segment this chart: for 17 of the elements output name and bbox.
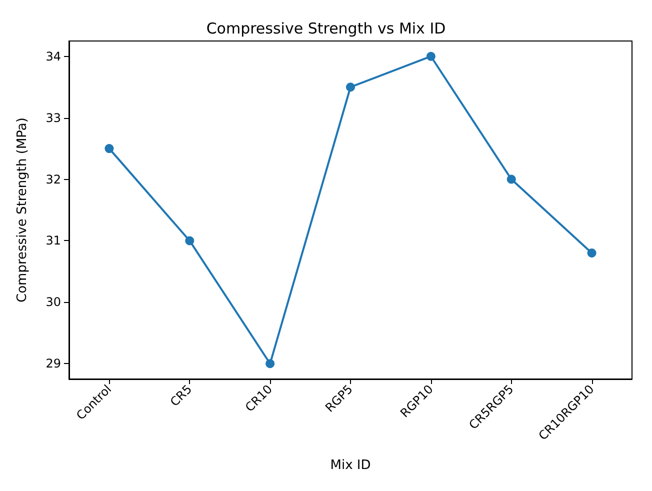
y-axis-title: Compressive Strength (MPa) [15,118,30,302]
point [506,174,516,184]
y-tick-label: 29 [46,356,61,371]
y-tick-label: 34 [46,49,61,64]
point [346,82,355,92]
point [426,52,436,61]
point [185,236,194,246]
y-tick-label: 31 [46,234,61,248]
y-tick-label: 33 [46,110,61,125]
y-tick-label: 30 [46,295,61,310]
x-axis-title: Mix ID [330,458,371,473]
chart-title: Compressive Strength vs Mix ID [206,20,446,38]
y-tick-label: 32 [46,172,61,186]
point [266,359,275,368]
point [104,144,114,154]
x-tick-label: CR5 [167,382,195,410]
point [587,248,596,258]
